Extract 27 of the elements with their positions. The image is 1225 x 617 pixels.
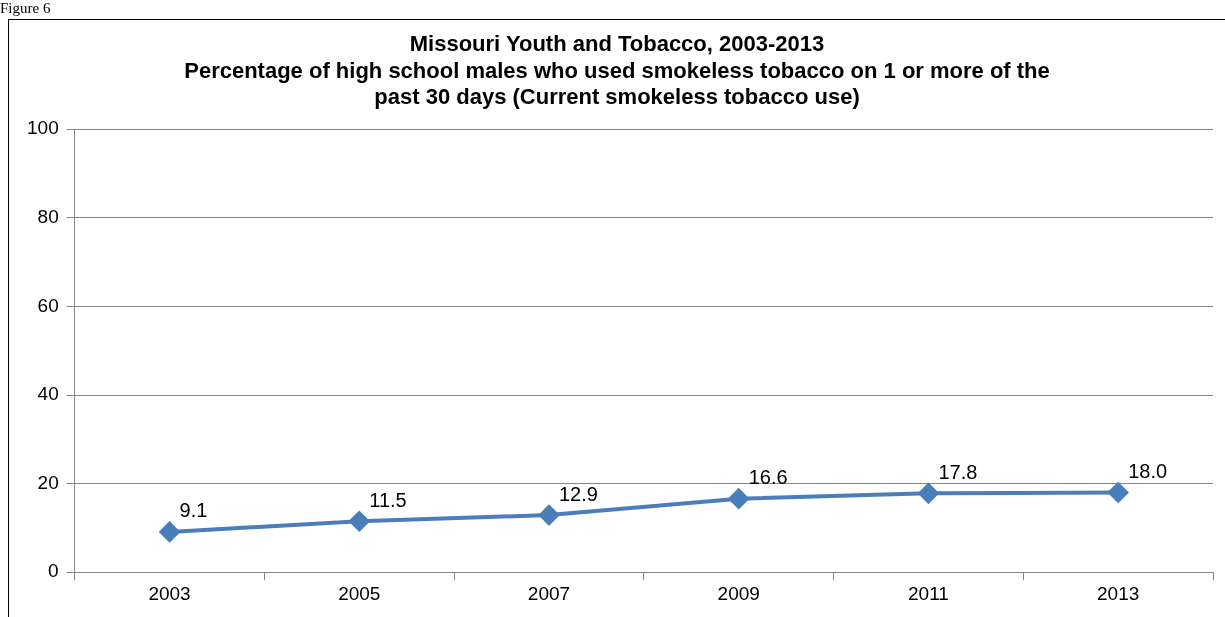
y-tick-label: 60 bbox=[37, 294, 59, 316]
text: 11.5 bbox=[369, 488, 407, 511]
x-tick-label: 2009 bbox=[717, 582, 760, 604]
text: 18.0 bbox=[1128, 459, 1168, 482]
y-tick-label: 0 bbox=[48, 560, 59, 582]
text: 16.6 bbox=[748, 466, 788, 489]
x-tick-label: 2003 bbox=[148, 582, 191, 604]
text: 9.1 bbox=[179, 499, 208, 522]
y-tick-label: 20 bbox=[37, 471, 59, 493]
point bbox=[918, 483, 939, 504]
caption: Figure 6 bbox=[0, 0, 51, 17]
text: 12.9 bbox=[558, 482, 598, 505]
y-tick-label: 40 bbox=[37, 383, 59, 405]
text: 17.8 bbox=[938, 460, 978, 483]
point bbox=[1108, 482, 1129, 503]
x-tick-label: 2011 bbox=[908, 582, 949, 604]
x-tick-label: 2007 bbox=[527, 582, 571, 604]
y-tick-label: 100 bbox=[27, 117, 59, 139]
point bbox=[349, 511, 370, 532]
point bbox=[159, 521, 180, 542]
chart-subtitle: Percentage of high school males who used smokeless tobacco on 1 or more of the past 30 days (Current smokeless tobacco use) bbox=[184, 57, 1050, 110]
point bbox=[728, 488, 749, 509]
point bbox=[538, 505, 559, 526]
x-tick-label: 2013 bbox=[1097, 582, 1140, 604]
x-tick-label: 2005 bbox=[338, 582, 381, 604]
chart-title: Missouri Youth and Tobacco, 2003-2013 bbox=[409, 31, 825, 57]
y-tick-label: 80 bbox=[37, 206, 59, 228]
